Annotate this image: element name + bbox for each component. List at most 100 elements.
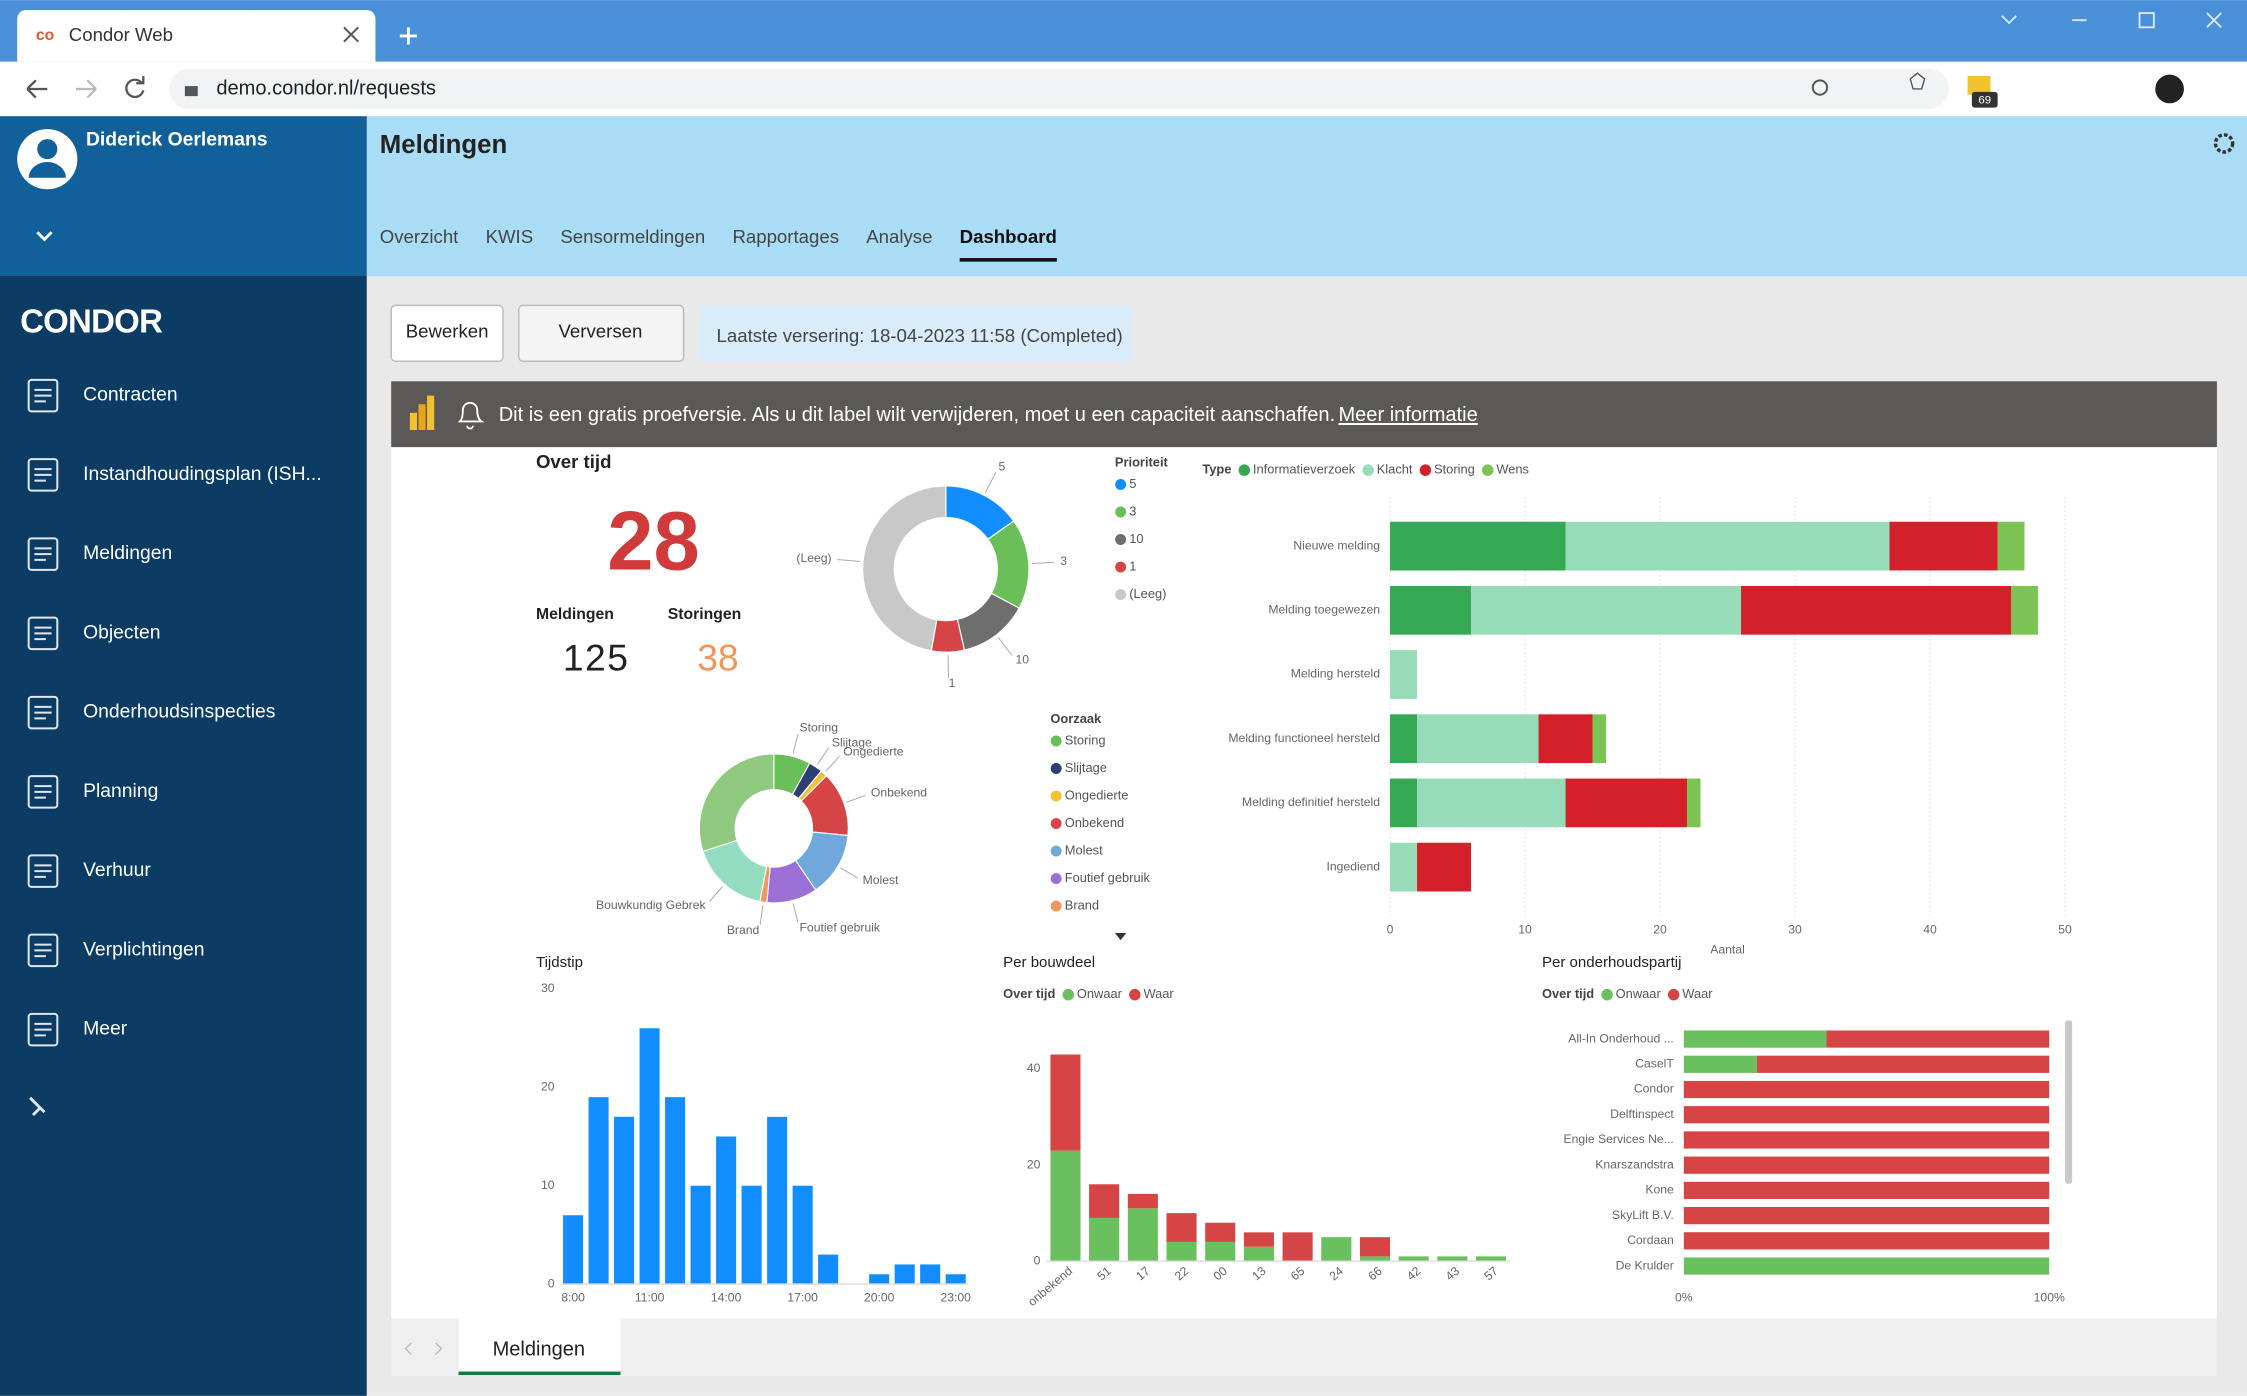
menu-item[interactable]: Meldingen [83, 542, 172, 564]
menu-item[interactable]: Verhuur [83, 859, 151, 881]
legend-scroll[interactable] [1114, 933, 1127, 941]
leader-line [997, 636, 1013, 656]
legend-marker [1050, 790, 1062, 802]
bar [894, 1264, 915, 1285]
favicon: co [36, 27, 54, 44]
menu-item[interactable]: Contracten [83, 384, 178, 406]
button[interactable] [390, 304, 504, 362]
bar [1127, 1193, 1158, 1209]
page-header [366, 116, 2247, 277]
settings-icon[interactable] [2213, 133, 2235, 154]
bar-segment [1683, 1181, 2050, 1199]
profile-avatar[interactable] [2155, 74, 2184, 104]
bar [869, 1274, 890, 1285]
bar-segment [1683, 1030, 1827, 1048]
nav-tab[interactable]: Analyse [866, 226, 932, 247]
tab-close[interactable] [343, 26, 359, 43]
bar [1205, 1241, 1236, 1262]
leader-line [1031, 561, 1055, 565]
nav-tab[interactable]: Dashboard [960, 226, 1057, 247]
bar-segment [1683, 1207, 2050, 1225]
menu-item[interactable]: Onderhoudsinspecties [83, 701, 275, 723]
y-tick-label: Knarszandstra [1595, 1157, 1674, 1171]
page-tab[interactable] [458, 1318, 621, 1376]
bar [614, 1116, 635, 1285]
extension-icon[interactable] [1967, 76, 1991, 95]
button[interactable] [518, 304, 685, 362]
back-button[interactable] [26, 79, 48, 99]
slice-label: Ongedierte [843, 744, 903, 758]
banner-text: Dit is een gratis proefversie. Als u dit… [499, 404, 1335, 426]
page-tab-indicator [458, 1371, 621, 1376]
legend-marker [1419, 464, 1432, 476]
bar [1127, 1208, 1158, 1262]
kpi-value: 28 [607, 494, 699, 587]
y-tick-label: Melding functioneel hersteld [1228, 731, 1380, 745]
menu-item[interactable]: Objecten [83, 621, 160, 643]
y-tick-label: Melding toegewezen [1268, 603, 1380, 617]
nav-tab[interactable]: Overzicht [380, 226, 459, 247]
menu-item[interactable]: Meer [83, 1018, 128, 1040]
menu-icon [34, 468, 52, 482]
menu-icon [34, 388, 52, 403]
star-icon[interactable] [1909, 72, 1926, 90]
page-nav[interactable] [404, 1342, 443, 1355]
x-tick-label: 20 [1653, 922, 1667, 936]
badge-count: 69 [1978, 94, 1991, 106]
legend-label: Brand [1065, 897, 1099, 912]
address-bar[interactable] [169, 68, 1949, 110]
browser-tab[interactable] [17, 10, 376, 62]
menu-icon [27, 458, 59, 492]
active-tab-underline [959, 258, 1057, 262]
pin-icon[interactable] [29, 1096, 46, 1117]
bar-segment [1390, 650, 1418, 699]
bar-segment [1390, 521, 1566, 571]
bar-segment [1417, 778, 1566, 828]
forward-button[interactable] [75, 79, 97, 99]
bar-segment [1683, 1131, 2050, 1149]
window-controls[interactable] [2001, 12, 2222, 29]
bar-segment [1683, 1232, 2050, 1250]
menu-item[interactable]: Planning [83, 780, 158, 802]
page-title: Meldingen [380, 131, 507, 159]
page-tabs [391, 1318, 2217, 1376]
slice-label: 1 [949, 676, 956, 690]
legend-title: Prioriteit [1115, 454, 1169, 469]
reload-button[interactable] [125, 76, 145, 99]
menu-icon [34, 943, 52, 958]
leader-line [846, 794, 866, 803]
bar-segment [1687, 778, 1701, 828]
legend-marker [1129, 988, 1141, 1001]
legend-label: Storing [1434, 462, 1475, 477]
bar-segment [1683, 1106, 2050, 1124]
nav-tab[interactable]: Sensormeldingen [560, 226, 705, 247]
slice-label: 10 [1015, 652, 1029, 666]
chart-title: Per bouwdeel [1003, 954, 1095, 971]
nav-tab[interactable]: KWIS [486, 226, 534, 247]
bar [563, 1215, 584, 1285]
badge [1971, 91, 1998, 108]
menu-icon [27, 695, 59, 730]
menu-item[interactable]: Verplichtingen [83, 938, 204, 960]
legend-label: 5 [1129, 476, 1136, 491]
x-tick-label: 100% [2034, 1291, 2065, 1305]
nav-tab[interactable]: Rapportages [732, 226, 839, 247]
legend-label: Storing [1065, 732, 1106, 747]
powerbi-icon [418, 404, 426, 431]
user-name: Diderick Oerlemans [86, 129, 268, 151]
bar-segment [1592, 714, 1607, 764]
new-tab[interactable] [399, 27, 418, 45]
menu-item[interactable]: Instandhoudingsplan (ISH... [83, 463, 322, 485]
trial-banner [391, 381, 2217, 448]
bar [639, 1028, 660, 1285]
scrollbar[interactable] [2065, 1020, 2073, 1184]
banner-link[interactable]: Meer informatie [1338, 404, 1477, 426]
bar [1437, 1256, 1468, 1262]
bell-icon [457, 401, 485, 430]
user-toggle[interactable] [36, 231, 53, 242]
legend-marker [1238, 464, 1251, 476]
bar [1205, 1222, 1236, 1242]
slice-label: Storing [799, 721, 838, 735]
slice-label: Bouwkundig Gebrek [596, 898, 707, 912]
zoom-icon[interactable] [1811, 79, 1829, 96]
